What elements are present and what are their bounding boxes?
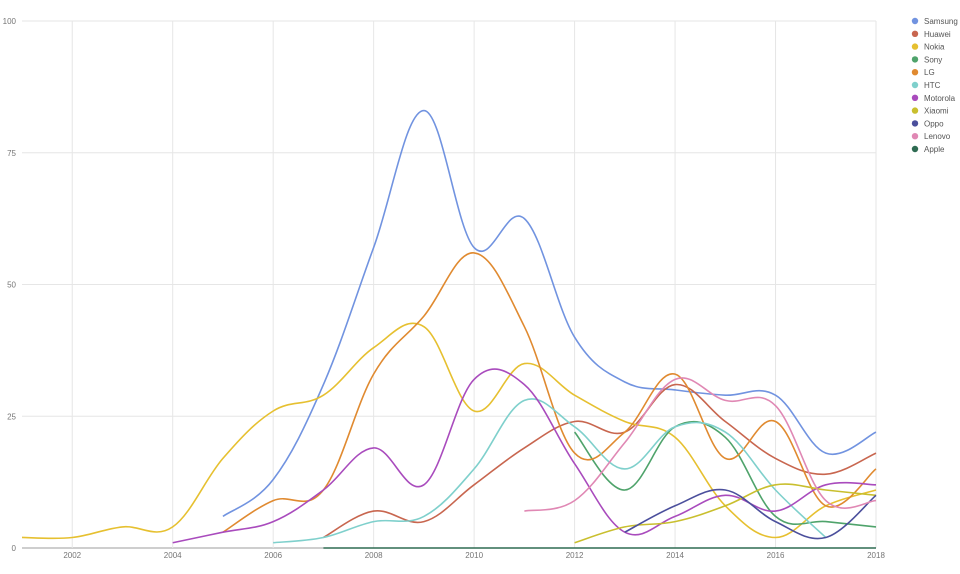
legend-swatch-huawei [911,30,919,37]
legend-swatch-apple [911,145,919,153]
series-line-samsung [222,109,877,518]
legend-swatch-lg [911,69,919,76]
legend-swatch-oppo [911,120,919,127]
x-tick-label: 2010 [465,551,483,560]
gridlines [22,20,877,549]
legend-label-lenovo: Lenovo [924,132,951,141]
legend-label-lg: LG [924,68,935,77]
legend-label-apple: Apple [924,145,945,154]
series-line-lg [222,252,877,533]
legend-label-oppo: Oppo [924,119,944,128]
x-tick-label: 2008 [365,551,383,560]
legend-swatch-htc [911,81,919,89]
legend-label-motorola: Motorola [924,94,956,103]
series-line-huawei [323,383,877,539]
legend-swatch-xiaomi [911,107,919,114]
y-tick-label: 0 [12,544,17,553]
x-tick-label: 2002 [63,551,81,560]
y-tick-label: 75 [7,149,16,158]
series-lines [21,109,877,549]
legend-swatch-nokia [911,43,919,50]
x-tick-label: 2006 [264,551,282,560]
x-tick-label: 2016 [767,551,785,560]
legend: Samsung Huawei Nokia Sony LG HTC Motorola Xiaom… [911,17,958,154]
x-tick-label: 2012 [566,551,584,560]
legend-swatch-samsung [911,17,919,25]
legend-swatch-lenovo [911,133,919,140]
series-line-oppo [624,488,877,540]
legend-label-xiaomi: Xiaomi [924,107,949,116]
x-tick-label: 2018 [867,551,885,560]
legend-label-sony: Sony [924,55,942,64]
series-line-lenovo [524,377,877,512]
y-tick-label: 25 [7,412,16,421]
legend-swatch-motorola [911,94,919,102]
x-tick-label: 2014 [666,551,684,560]
y-tick-label: 100 [3,17,17,26]
axes: 0 25 50 75 100 2002 2004 2006 2008 2010 2012 2014 20… [3,17,886,560]
y-tick-label: 50 [7,281,16,290]
series-line-xiaomi [574,483,877,544]
legend-label-htc: HTC [924,81,941,90]
series-line-sony [573,420,877,528]
x-tick-label: 2004 [164,551,182,560]
legend-label-huawei: Huawei [924,30,951,39]
legend-label-nokia: Nokia [924,43,945,52]
series-line-htc [273,398,827,544]
legend-swatch-sony [911,56,919,63]
legend-label-samsung: Samsung [924,17,958,26]
